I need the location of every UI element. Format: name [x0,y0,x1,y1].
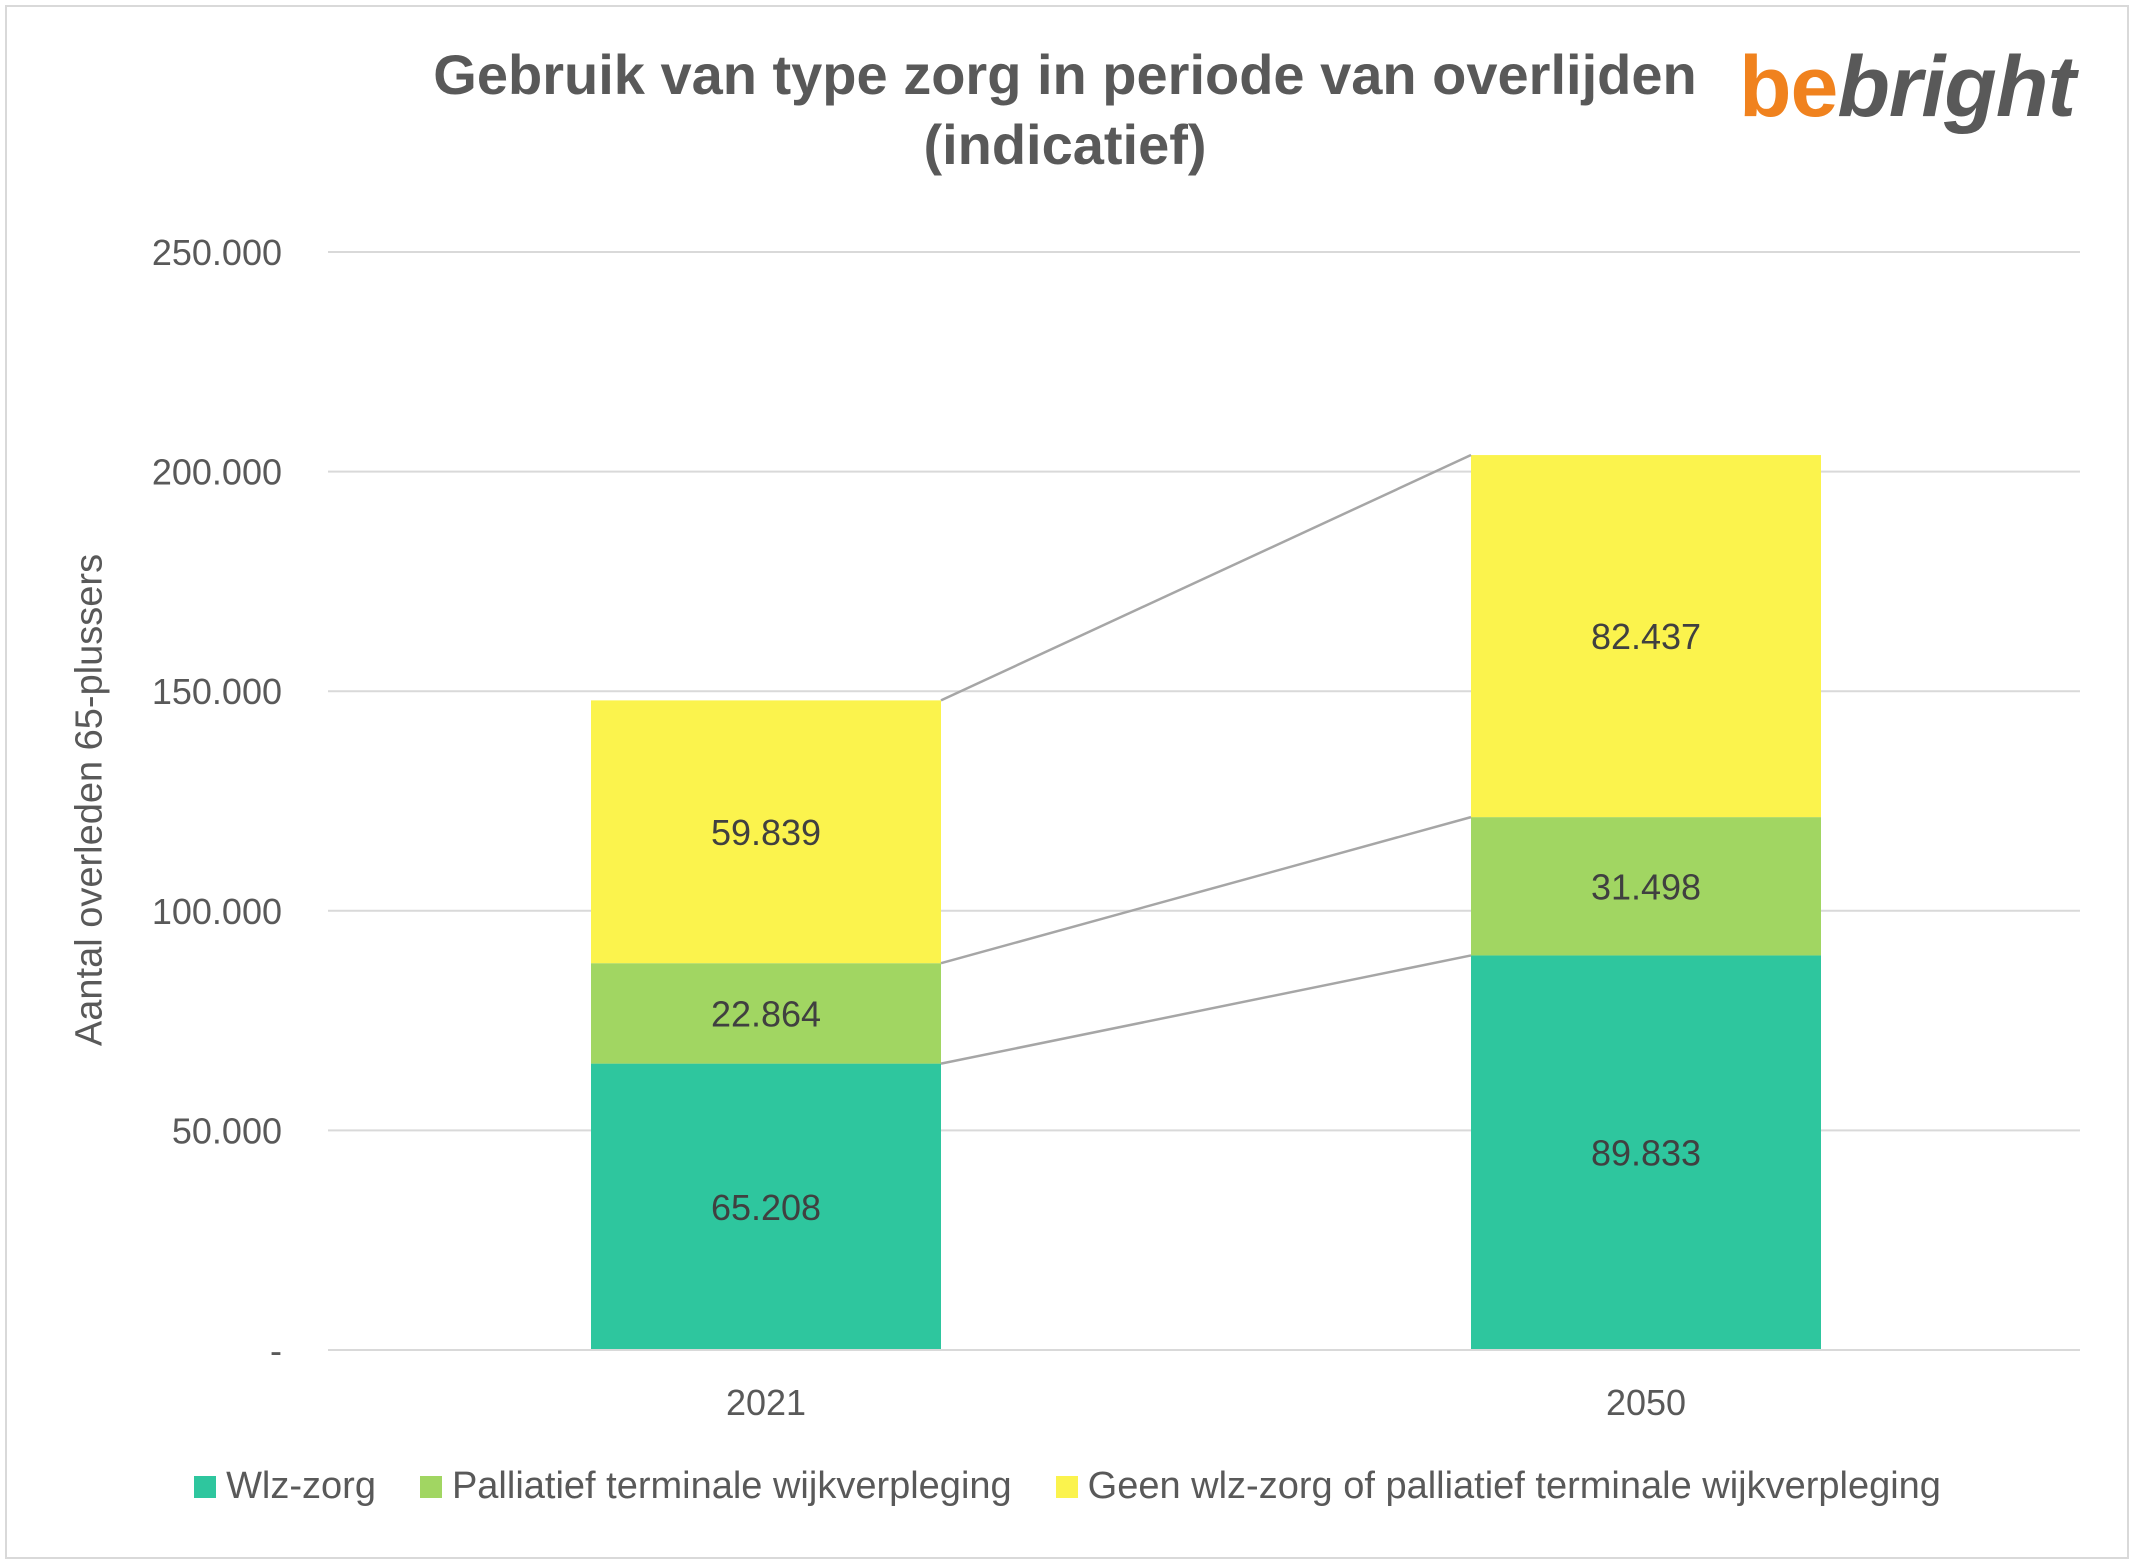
x-tick-label-2050: 2050 [1606,1382,1686,1423]
legend: Wlz-zorg Palliatief terminale wijkverpleg… [0,1465,2135,1508]
y-axis-label: Aantal overleden 65-plussers [68,553,111,1047]
legend-swatch-2 [1055,1475,1078,1498]
bar-2021-series-2 [591,700,941,964]
data-label-2050-series-0: 89.833 [1591,1133,1701,1174]
series-connector-2 [940,453,1472,702]
legend-swatch-1 [419,1475,442,1498]
y-tick-label-0: - [270,1330,282,1371]
bar-2050-series-1 [1471,817,1821,956]
legend-swatch-0 [194,1475,217,1498]
y-tick-label-4: 200.000 [152,452,282,493]
chart-title: Gebruik van type zorg in periode van ove… [433,43,1697,176]
y-tick-label-1: 50.000 [172,1110,282,1151]
series-connector-0 [940,954,1472,1065]
series-connector-1 [940,815,1472,965]
data-label-2021-series-0: 65.208 [711,1187,821,1228]
x-tick-label-2021: 2021 [726,1382,806,1423]
y-tick-label-3: 150.000 [152,671,282,712]
y-tick-label-5: 250.000 [152,232,282,273]
legend-label-0: Wlz-zorg [226,1465,376,1507]
bebright-logo: bebright [1739,39,2076,135]
data-label-2021-series-2: 59.839 [711,812,821,853]
bar-2021-series-0 [591,1063,941,1350]
legend-item-0: Wlz-zorg [194,1465,376,1508]
data-label-2050-series-1: 31.498 [1591,866,1701,907]
legend-item-2: Geen wlz-zorg of palliatief terminale wi… [1055,1465,1941,1508]
data-label-2050-series-2: 82.437 [1591,616,1701,657]
legend-label-2: Geen wlz-zorg of palliatief terminale wi… [1087,1465,1941,1507]
data-label-2021-series-1: 22.864 [711,993,821,1034]
bar-2021-series-1 [591,963,941,1064]
legend-item-1: Palliatief terminale wijkverpleging [419,1465,1012,1508]
bar-2050-series-0 [1471,955,1821,1350]
legend-label-1: Palliatief terminale wijkverpleging [451,1465,1012,1507]
bar-2050-series-2 [1471,455,1821,818]
y-tick-label-2: 100.000 [152,891,282,932]
